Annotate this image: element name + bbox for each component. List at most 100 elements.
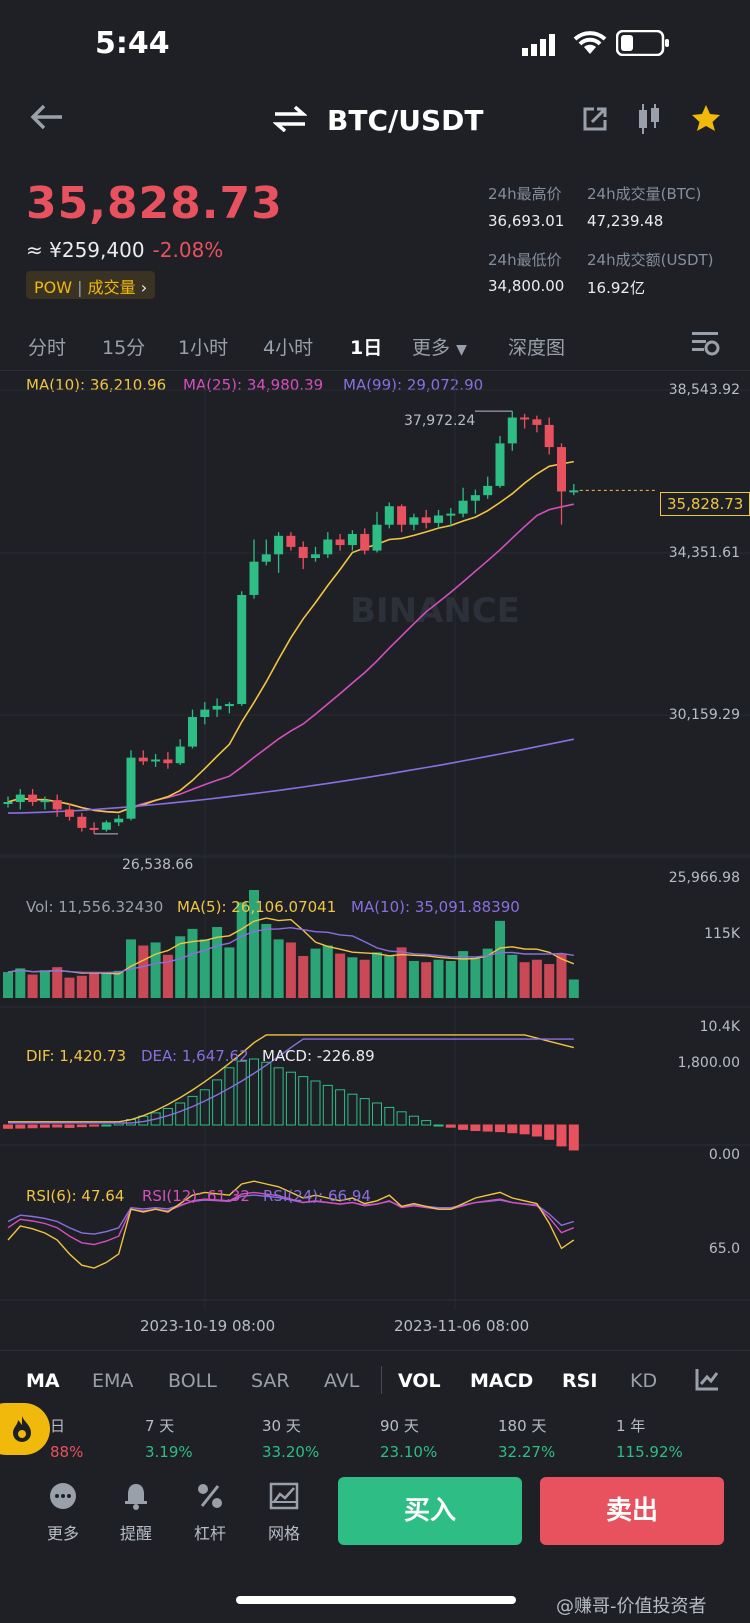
ind-tab-avl[interactable]: AVL: [324, 1370, 360, 1392]
sell-button[interactable]: 卖出: [540, 1477, 724, 1545]
buy-button[interactable]: 买入: [338, 1477, 522, 1545]
bell-icon: [125, 1484, 147, 1510]
macd-bar: [52, 1124, 63, 1128]
volume-bar: [162, 954, 173, 998]
rsi-axis-mid: 65.0: [708, 1241, 740, 1257]
tab-1d[interactable]: 1日: [350, 337, 383, 359]
ind-tab-boll[interactable]: BOLL: [168, 1370, 217, 1392]
volume-bar: [27, 974, 38, 998]
macd-bar: [445, 1124, 456, 1128]
candle-body: [15, 794, 25, 803]
tab-depth[interactable]: 深度图: [508, 337, 566, 359]
volume-bar: [359, 959, 370, 998]
alert-label: 提醒: [119, 1524, 152, 1543]
perf-value-90d: 23.10%: [380, 1443, 438, 1461]
ind-tab-vol[interactable]: VOL: [398, 1370, 441, 1392]
vol-ma5-legend: MA(5): 26,106.07041: [177, 898, 337, 916]
favorite-star-icon[interactable]: [691, 104, 721, 136]
indicator-lines: [7, 1180, 575, 1269]
volume-bar: [568, 979, 579, 998]
tag-badge[interactable]: POW | 成交量 ›: [26, 271, 156, 299]
macd-bar: [310, 1080, 321, 1126]
candle-body: [200, 709, 210, 717]
candle-chart-icon[interactable]: [636, 104, 662, 138]
macd-bar: [285, 1071, 296, 1126]
pair-title[interactable]: BTC/USDT: [327, 104, 484, 137]
candle-body: [384, 506, 394, 525]
macd-bar: [470, 1124, 481, 1131]
macd-bar: [212, 1079, 223, 1126]
chart-settings-icon[interactable]: [690, 330, 720, 360]
back-arrow-icon[interactable]: [30, 104, 64, 134]
indicator-settings-icon[interactable]: [694, 1366, 720, 1396]
volume-bar: [408, 960, 419, 998]
tab-15m[interactable]: 15分: [102, 337, 146, 359]
candle-body: [163, 759, 173, 764]
ma-lines: [7, 410, 655, 835]
vol-btc-value: 47,239.48: [587, 212, 664, 230]
dea-line: [8, 1038, 574, 1124]
candle-body: [446, 513, 456, 516]
volume-bar: [3, 972, 13, 998]
tab-1h[interactable]: 1小时: [178, 337, 229, 359]
macd-bar: [187, 1095, 198, 1126]
ind-tab-macd[interactable]: MACD: [470, 1370, 534, 1392]
macd-bar: [433, 1124, 444, 1127]
volume-bar: [101, 972, 112, 998]
macd-bar: [544, 1124, 555, 1140]
ind-tab-rsi[interactable]: RSI: [562, 1370, 598, 1392]
cny-price-row: ≈ ¥259,400 -2.08%: [26, 238, 223, 262]
more-button[interactable]: 更多: [33, 1482, 93, 1544]
volume-bar: [52, 967, 63, 998]
floating-action-button[interactable]: [0, 1403, 50, 1455]
candle-body: [52, 800, 62, 810]
volume-bar: [507, 954, 518, 998]
vol-btc-label: 24h成交量(BTC): [587, 185, 702, 203]
cny-price: ≈ ¥259,400: [26, 238, 145, 262]
vol-axis-top: 115K: [704, 926, 740, 942]
candle-body: [175, 746, 185, 764]
chart-canvas[interactable]: BINANCE: [0, 370, 750, 1335]
tab-4h[interactable]: 4小时: [263, 337, 314, 359]
candle-body: [544, 424, 554, 448]
vol-ma10-legend: MA(10): 35,091.88390: [351, 898, 520, 916]
axis-mid1: 34,351.61: [668, 545, 740, 561]
share-icon[interactable]: [582, 106, 608, 136]
volume-bar: [421, 962, 432, 998]
volume-bar: [249, 890, 259, 998]
tab-timeline[interactable]: 分时: [28, 337, 67, 359]
candle-body: [138, 757, 148, 762]
grid-button[interactable]: 网格: [254, 1482, 314, 1544]
macd-bar: [273, 1067, 284, 1126]
volume-bar: [458, 951, 469, 998]
home-indicator[interactable]: [236, 1596, 516, 1604]
volume-bar: [175, 936, 186, 998]
candle-body: [212, 705, 222, 710]
chart-grid: [0, 370, 750, 1310]
swap-icon[interactable]: [272, 105, 308, 136]
ind-tab-sar[interactable]: SAR: [251, 1370, 290, 1392]
perf-value-30d: 33.20%: [262, 1443, 320, 1461]
ind-tab-kd[interactable]: KD: [630, 1370, 658, 1392]
tab-more[interactable]: 更多 ▼: [412, 333, 467, 360]
axis-mid2: 30,159.29: [668, 707, 740, 723]
ind-tab-ema[interactable]: EMA: [92, 1370, 134, 1392]
ind-tab-ma[interactable]: MA: [26, 1370, 60, 1392]
candle-body: [532, 419, 542, 425]
grid-chart-icon: [269, 1482, 299, 1510]
grid-label: 网格: [267, 1524, 300, 1543]
perf-label-180d: 180 天: [498, 1417, 547, 1435]
volume-bar: [138, 945, 149, 998]
candle-body: [249, 561, 259, 595]
percent-icon: [198, 1484, 222, 1508]
leverage-button[interactable]: 杠杆: [180, 1482, 240, 1544]
macd-bar: [64, 1124, 75, 1128]
macd-bar: [421, 1120, 432, 1126]
alert-button[interactable]: 提醒: [106, 1482, 166, 1544]
perf-value-7d: 3.19%: [145, 1443, 193, 1461]
candle-body: [483, 485, 493, 496]
candle-body: [335, 539, 345, 546]
volume-bar: [310, 948, 321, 998]
candle-body: [151, 759, 161, 762]
macd-bar: [236, 1060, 247, 1126]
